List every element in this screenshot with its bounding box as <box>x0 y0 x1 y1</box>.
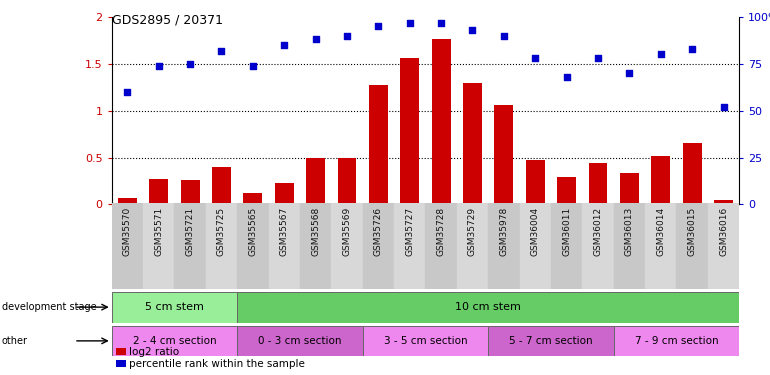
Point <box>718 104 730 110</box>
Bar <box>394 202 425 289</box>
Point <box>654 51 667 57</box>
Text: GSM36016: GSM36016 <box>719 207 728 256</box>
Bar <box>494 105 514 204</box>
Bar <box>275 183 293 204</box>
Bar <box>645 202 676 289</box>
Bar <box>369 86 388 204</box>
Point <box>435 20 447 26</box>
Point <box>341 33 353 39</box>
Text: 10 cm stem: 10 cm stem <box>455 302 521 312</box>
Bar <box>174 202 206 289</box>
Point <box>121 89 133 95</box>
Bar <box>714 200 733 204</box>
Text: GSM36013: GSM36013 <box>625 207 634 256</box>
Text: 0 - 3 cm section: 0 - 3 cm section <box>258 336 342 346</box>
Text: GSM36015: GSM36015 <box>688 207 697 256</box>
Text: GSM35728: GSM35728 <box>437 207 446 256</box>
Point <box>592 55 604 61</box>
Text: development stage: development stage <box>2 302 96 312</box>
Bar <box>269 202 300 289</box>
Text: GSM35726: GSM35726 <box>374 207 383 256</box>
Bar <box>337 158 357 204</box>
Bar <box>551 202 582 289</box>
Bar <box>243 193 263 204</box>
Text: GSM35571: GSM35571 <box>154 207 163 256</box>
Bar <box>526 160 544 204</box>
Text: GSM35567: GSM35567 <box>280 207 289 256</box>
Text: log2 ratio: log2 ratio <box>129 347 179 357</box>
Bar <box>425 202 457 289</box>
Bar <box>614 326 739 356</box>
Text: other: other <box>2 336 28 346</box>
Bar <box>363 326 488 356</box>
Text: 5 - 7 cm section: 5 - 7 cm section <box>509 336 593 346</box>
Text: GSM35569: GSM35569 <box>343 207 351 256</box>
Point <box>529 55 541 61</box>
Bar <box>237 292 739 322</box>
Bar <box>582 202 614 289</box>
Text: 2 - 4 cm section: 2 - 4 cm section <box>132 336 216 346</box>
Bar <box>457 202 488 289</box>
Bar <box>400 58 419 204</box>
Bar <box>432 39 450 204</box>
Text: 3 - 5 cm section: 3 - 5 cm section <box>383 336 467 346</box>
Bar <box>363 202 394 289</box>
Bar <box>237 326 363 356</box>
Point <box>686 46 698 52</box>
Bar <box>683 144 701 204</box>
Text: GSM35727: GSM35727 <box>405 207 414 256</box>
Point <box>372 23 384 29</box>
Bar <box>708 202 739 289</box>
Text: GSM36014: GSM36014 <box>656 207 665 256</box>
Point <box>216 48 228 54</box>
Bar <box>118 198 137 204</box>
Point <box>497 33 510 39</box>
Text: GSM36004: GSM36004 <box>531 207 540 256</box>
Text: GSM35568: GSM35568 <box>311 207 320 256</box>
Text: GSM36012: GSM36012 <box>594 207 602 256</box>
Text: GSM35978: GSM35978 <box>500 207 508 256</box>
Bar <box>112 202 143 289</box>
Bar <box>676 202 708 289</box>
Point <box>246 63 259 69</box>
Text: 5 cm stem: 5 cm stem <box>145 302 204 312</box>
Bar <box>306 158 325 204</box>
Bar <box>206 202 237 289</box>
Bar <box>620 172 639 204</box>
Point <box>561 74 573 80</box>
Bar <box>331 202 363 289</box>
Point <box>623 70 635 76</box>
Point <box>278 42 290 48</box>
Bar <box>588 163 608 204</box>
Bar <box>181 180 199 204</box>
Bar <box>463 82 482 204</box>
Bar <box>488 326 614 356</box>
Point <box>184 61 196 67</box>
Text: GDS2895 / 20371: GDS2895 / 20371 <box>112 13 223 26</box>
Text: 7 - 9 cm section: 7 - 9 cm section <box>634 336 718 346</box>
Bar <box>651 156 670 204</box>
Bar <box>488 202 520 289</box>
Bar <box>212 167 231 204</box>
Bar <box>237 202 269 289</box>
Point <box>152 63 165 69</box>
Bar <box>520 202 551 289</box>
Bar <box>112 326 237 356</box>
Text: GSM36011: GSM36011 <box>562 207 571 256</box>
Bar <box>149 179 168 204</box>
Bar <box>300 202 331 289</box>
Text: GSM35570: GSM35570 <box>123 207 132 256</box>
Bar <box>112 292 237 322</box>
Point <box>403 20 416 26</box>
Text: percentile rank within the sample: percentile rank within the sample <box>129 359 304 369</box>
Text: GSM35565: GSM35565 <box>249 207 257 256</box>
Bar <box>614 202 645 289</box>
Point <box>310 36 322 42</box>
Text: GSM35721: GSM35721 <box>186 207 195 256</box>
Text: GSM35729: GSM35729 <box>468 207 477 256</box>
Text: GSM35725: GSM35725 <box>217 207 226 256</box>
Bar <box>557 177 576 204</box>
Point <box>467 27 479 33</box>
Bar <box>143 202 174 289</box>
